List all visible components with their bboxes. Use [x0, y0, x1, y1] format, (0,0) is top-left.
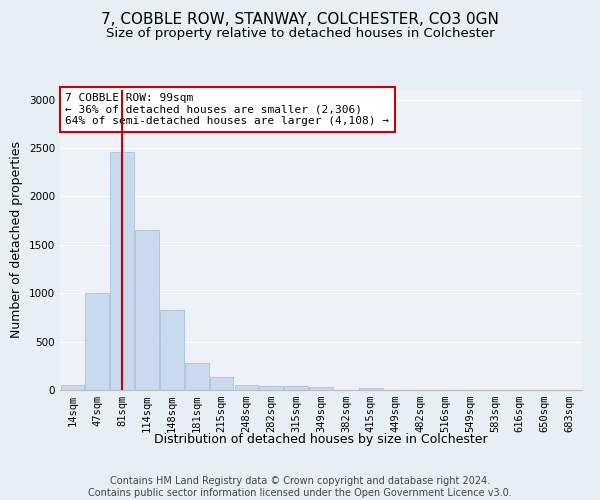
Bar — [185, 363, 209, 390]
Text: Contains HM Land Registry data © Crown copyright and database right 2024.
Contai: Contains HM Land Registry data © Crown c… — [88, 476, 512, 498]
Bar — [210, 378, 233, 390]
Bar — [61, 384, 84, 390]
Bar — [235, 384, 258, 390]
Bar — [85, 293, 109, 390]
Y-axis label: Number of detached properties: Number of detached properties — [10, 142, 23, 338]
Bar — [160, 310, 184, 390]
Bar — [110, 152, 134, 390]
Bar — [135, 230, 159, 390]
Text: 7 COBBLE ROW: 99sqm
← 36% of detached houses are smaller (2,306)
64% of semi-det: 7 COBBLE ROW: 99sqm ← 36% of detached ho… — [65, 93, 389, 126]
Bar — [284, 386, 308, 390]
Bar — [359, 388, 383, 390]
Bar — [259, 386, 283, 390]
Text: Distribution of detached houses by size in Colchester: Distribution of detached houses by size … — [154, 432, 488, 446]
Text: 7, COBBLE ROW, STANWAY, COLCHESTER, CO3 0GN: 7, COBBLE ROW, STANWAY, COLCHESTER, CO3 … — [101, 12, 499, 28]
Text: Size of property relative to detached houses in Colchester: Size of property relative to detached ho… — [106, 28, 494, 40]
Bar — [309, 387, 333, 390]
